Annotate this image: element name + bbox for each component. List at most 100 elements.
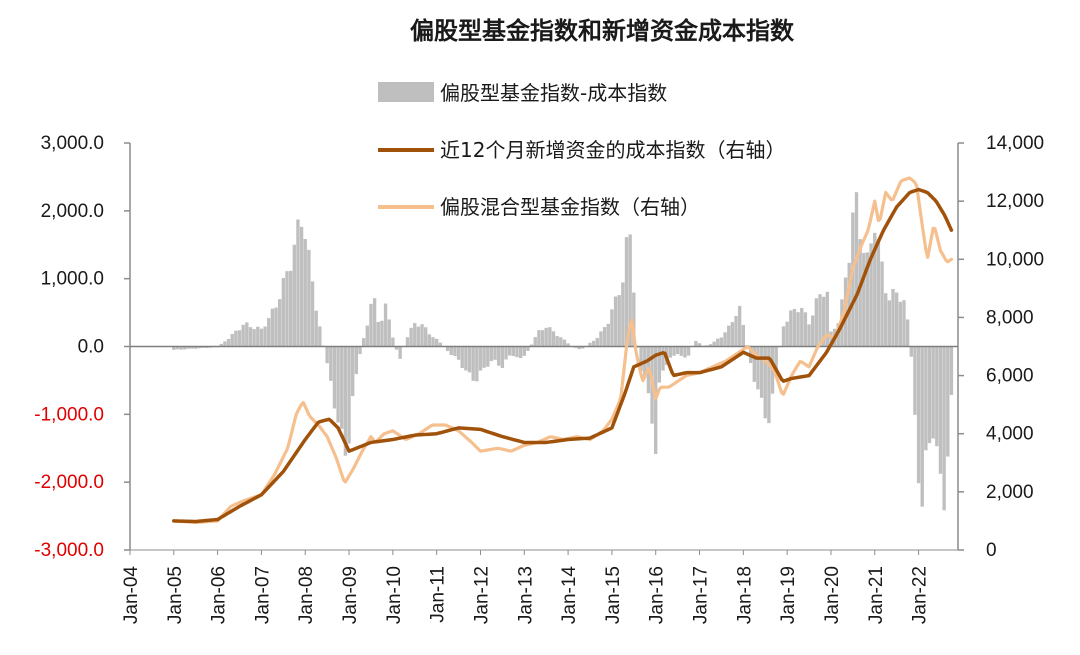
bar-144 bbox=[697, 343, 702, 347]
bar-105 bbox=[555, 336, 559, 347]
bar-45 bbox=[336, 346, 340, 423]
x-tick-label-1: Jan-05 bbox=[165, 566, 186, 624]
bar-16 bbox=[230, 333, 234, 347]
bar-203 bbox=[913, 346, 917, 415]
right-tick-label-0: 14,000 bbox=[986, 133, 1044, 154]
bar-151 bbox=[723, 332, 727, 347]
bar-202 bbox=[909, 346, 913, 357]
bar-170 bbox=[792, 308, 797, 347]
bar-198 bbox=[894, 292, 899, 347]
right-tick-label-1: 12,000 bbox=[986, 191, 1044, 212]
bar-47 bbox=[343, 346, 348, 456]
bar-119 bbox=[606, 323, 610, 347]
bar-65 bbox=[409, 327, 413, 347]
bar-39 bbox=[314, 310, 318, 347]
bar-40 bbox=[318, 326, 322, 347]
bar-71 bbox=[431, 337, 435, 347]
x-tick-label-7: Jan-11 bbox=[428, 566, 449, 623]
bar-99 bbox=[533, 337, 537, 347]
bar-97 bbox=[526, 346, 530, 351]
bar-153 bbox=[730, 322, 735, 347]
bar-118 bbox=[602, 327, 607, 347]
bar-5 bbox=[190, 346, 194, 349]
bar-192 bbox=[873, 232, 877, 347]
bar-169 bbox=[789, 310, 793, 347]
bar-36 bbox=[303, 239, 307, 347]
bar-21 bbox=[248, 327, 253, 347]
legend-label-fund: 偏股混合型基金指数（右轴） bbox=[440, 195, 700, 219]
bar-148 bbox=[712, 341, 716, 347]
bar-194 bbox=[880, 261, 884, 347]
bar-138 bbox=[675, 346, 680, 355]
x-tick-label-4: Jan-08 bbox=[296, 566, 317, 624]
x-tick-label-8: Jan-12 bbox=[471, 566, 492, 624]
left-tick-label-0: 3,000.0 bbox=[41, 133, 104, 154]
bar-196 bbox=[887, 300, 892, 347]
bar-13 bbox=[219, 343, 223, 347]
fund-index-line bbox=[172, 176, 954, 524]
bar-186 bbox=[851, 212, 855, 347]
bar-88 bbox=[493, 346, 497, 360]
bar-199 bbox=[898, 301, 902, 347]
bar-207 bbox=[927, 346, 932, 444]
bar-103 bbox=[548, 327, 552, 347]
bar-185 bbox=[847, 262, 851, 347]
bar-22 bbox=[252, 329, 256, 347]
x-tick-label-3: Jan-07 bbox=[252, 566, 273, 624]
bar-43 bbox=[329, 346, 333, 381]
bar-165 bbox=[774, 346, 778, 374]
x-tick-label-12: Jan-16 bbox=[647, 566, 668, 624]
bar-2 bbox=[179, 346, 183, 350]
left-tick-label-6: -3,000.0 bbox=[34, 540, 104, 561]
x-tick-label-6: Jan-10 bbox=[384, 566, 405, 624]
bar-210 bbox=[938, 346, 943, 474]
bar-187 bbox=[854, 192, 859, 347]
bar-190 bbox=[865, 252, 870, 347]
bar-206 bbox=[924, 346, 928, 451]
bar-85 bbox=[482, 346, 486, 368]
bar-series-diff bbox=[172, 192, 954, 511]
chart-title: 偏股型基金指数和新增资金成本指数 bbox=[410, 17, 795, 45]
bar-37 bbox=[307, 249, 311, 347]
bar-96 bbox=[522, 346, 526, 356]
bar-213 bbox=[949, 346, 954, 395]
bar-126 bbox=[632, 292, 636, 347]
x-tick-label-15: Jan-19 bbox=[778, 566, 799, 624]
legend: 偏股型基金指数-成本指数 近12个月新增资金的成本指数（右轴） 偏股混合型基金指… bbox=[378, 81, 785, 219]
bar-72 bbox=[434, 338, 439, 347]
left-tick-label-3: 0.0 bbox=[78, 337, 104, 358]
bar-82 bbox=[471, 346, 475, 381]
bar-125 bbox=[628, 234, 632, 347]
bar-114 bbox=[588, 342, 592, 347]
bar-104 bbox=[551, 331, 556, 347]
right-tick-label-6: 2,000 bbox=[986, 482, 1034, 503]
bar-78 bbox=[456, 346, 461, 360]
bar-0 bbox=[172, 346, 176, 350]
bar-52 bbox=[361, 338, 366, 347]
bar-66 bbox=[413, 323, 417, 347]
bar-112 bbox=[581, 346, 585, 349]
bar-212 bbox=[946, 346, 950, 457]
bar-175 bbox=[811, 315, 815, 347]
bar-163 bbox=[767, 346, 771, 424]
legend-swatch-diff bbox=[378, 82, 434, 102]
bar-81 bbox=[467, 346, 472, 373]
bar-25 bbox=[263, 326, 267, 347]
bar-46 bbox=[340, 346, 344, 429]
bar-84 bbox=[478, 346, 483, 371]
bar-90 bbox=[500, 346, 505, 368]
bar-211 bbox=[942, 346, 946, 511]
bar-155 bbox=[738, 305, 742, 347]
x-tick-label-13: Jan-17 bbox=[691, 566, 712, 624]
bar-172 bbox=[800, 307, 804, 347]
bar-35 bbox=[299, 226, 304, 347]
bar-100 bbox=[537, 330, 541, 347]
bar-44 bbox=[332, 346, 337, 409]
x-tick-label-9: Jan-13 bbox=[515, 566, 536, 624]
bar-54 bbox=[369, 303, 373, 347]
bar-116 bbox=[595, 338, 599, 347]
axes bbox=[124, 142, 964, 555]
bar-111 bbox=[577, 346, 581, 350]
left-tick-label-2: 1,000.0 bbox=[41, 269, 104, 290]
